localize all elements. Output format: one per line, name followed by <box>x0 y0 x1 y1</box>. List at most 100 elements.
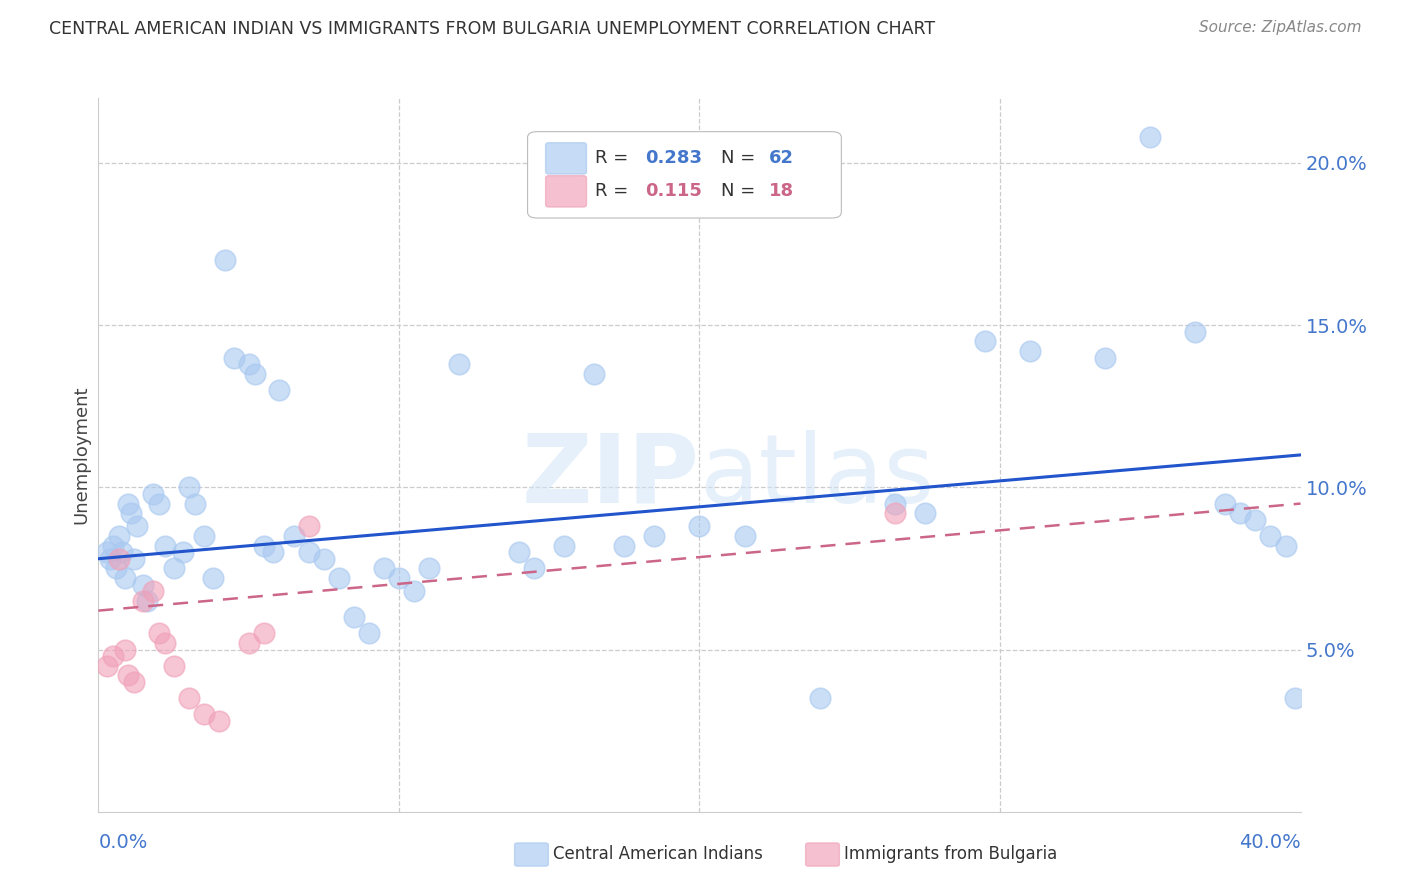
Text: 18: 18 <box>769 182 794 201</box>
Text: Immigrants from Bulgaria: Immigrants from Bulgaria <box>844 845 1057 863</box>
Point <box>243 367 266 381</box>
Point <box>162 561 184 575</box>
Point <box>117 497 139 511</box>
Point <box>1139 130 1161 145</box>
Point <box>808 691 831 706</box>
Point <box>343 610 366 624</box>
Point <box>121 506 143 520</box>
Point <box>141 487 163 501</box>
FancyBboxPatch shape <box>546 143 586 174</box>
Point <box>135 594 157 608</box>
Text: Source: ZipAtlas.com: Source: ZipAtlas.com <box>1198 20 1361 35</box>
Point <box>127 519 149 533</box>
FancyBboxPatch shape <box>527 132 841 218</box>
Point <box>111 545 134 559</box>
Point <box>312 551 335 566</box>
Point <box>238 357 260 371</box>
Text: Central American Indians: Central American Indians <box>553 845 762 863</box>
Point <box>96 658 118 673</box>
Text: ZIP: ZIP <box>522 430 700 523</box>
Point <box>132 594 155 608</box>
Point <box>222 351 245 365</box>
Point <box>508 545 530 559</box>
Point <box>883 506 905 520</box>
Point <box>1184 325 1206 339</box>
Point <box>1215 497 1237 511</box>
Point <box>262 545 284 559</box>
Text: 0.283: 0.283 <box>645 149 703 168</box>
Point <box>124 551 146 566</box>
Point <box>328 571 350 585</box>
Point <box>253 626 276 640</box>
Point <box>193 529 215 543</box>
Point <box>103 539 125 553</box>
Point <box>357 626 380 640</box>
Point <box>1094 351 1116 365</box>
Point <box>734 529 756 543</box>
Text: N =: N = <box>721 182 761 201</box>
Point <box>208 714 231 728</box>
Point <box>553 539 575 553</box>
Point <box>177 480 200 494</box>
Point <box>388 571 411 585</box>
Point <box>298 545 321 559</box>
Point <box>267 383 290 397</box>
Point <box>583 367 606 381</box>
Point <box>96 545 118 559</box>
Point <box>117 668 139 682</box>
Point <box>613 539 636 553</box>
Point <box>114 642 136 657</box>
Y-axis label: Unemployment: Unemployment <box>72 385 90 524</box>
Text: CENTRAL AMERICAN INDIAN VS IMMIGRANTS FROM BULGARIA UNEMPLOYMENT CORRELATION CHA: CENTRAL AMERICAN INDIAN VS IMMIGRANTS FR… <box>49 20 935 37</box>
Point <box>883 497 905 511</box>
Point <box>253 539 276 553</box>
Point <box>1229 506 1251 520</box>
Point <box>447 357 470 371</box>
Point <box>402 584 425 599</box>
Point <box>105 561 128 575</box>
Point <box>643 529 665 543</box>
Point <box>141 584 163 599</box>
Point <box>108 551 131 566</box>
Point <box>214 253 236 268</box>
Text: 0.115: 0.115 <box>645 182 702 201</box>
Point <box>1019 344 1042 359</box>
Point <box>114 571 136 585</box>
Point <box>523 561 546 575</box>
Point <box>283 529 305 543</box>
Point <box>183 497 205 511</box>
Text: 40.0%: 40.0% <box>1239 833 1301 852</box>
FancyBboxPatch shape <box>546 176 586 207</box>
Point <box>914 506 936 520</box>
Point <box>373 561 395 575</box>
Point <box>974 334 997 349</box>
Point <box>148 626 170 640</box>
Point <box>148 497 170 511</box>
Text: 0.0%: 0.0% <box>98 833 148 852</box>
Point <box>418 561 440 575</box>
Point <box>1284 691 1306 706</box>
Point <box>172 545 194 559</box>
Point <box>153 539 176 553</box>
Point <box>132 577 155 591</box>
Point <box>1260 529 1282 543</box>
Text: N =: N = <box>721 149 761 168</box>
Point <box>238 636 260 650</box>
Text: 62: 62 <box>769 149 794 168</box>
Point <box>124 675 146 690</box>
Point <box>100 551 122 566</box>
Point <box>193 707 215 722</box>
Point <box>1244 513 1267 527</box>
Point <box>153 636 176 650</box>
Point <box>298 519 321 533</box>
Point <box>177 691 200 706</box>
Point <box>1274 539 1296 553</box>
Point <box>162 658 184 673</box>
Point <box>201 571 224 585</box>
Text: atlas: atlas <box>700 430 935 523</box>
Point <box>108 529 131 543</box>
Point <box>103 648 125 663</box>
Point <box>689 519 711 533</box>
Text: R =: R = <box>595 182 640 201</box>
Text: R =: R = <box>595 149 634 168</box>
